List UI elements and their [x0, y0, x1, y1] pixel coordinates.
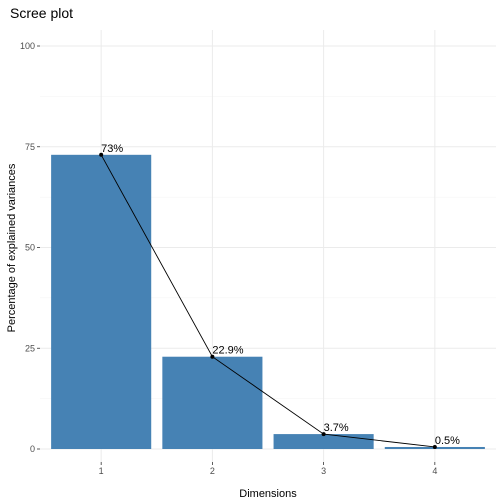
bar [273, 434, 374, 449]
point [321, 432, 326, 437]
bar [51, 154, 152, 449]
y-tick-label: 100 [20, 41, 35, 51]
x-tick-label: 1 [99, 466, 104, 476]
y-tick-label: 75 [25, 142, 35, 152]
data-labels: 73% 22.9% 3.7% 0.5% [101, 143, 460, 447]
chart-title: Scree plot [10, 5, 73, 21]
data-label: 3.7% [324, 422, 349, 434]
trend-line [99, 152, 437, 449]
data-label: 0.5% [435, 435, 460, 447]
x-tick-label: 3 [321, 466, 326, 476]
axes: 0 25 50 75 100 1 2 3 4 [20, 41, 437, 476]
y-tick-label: 0 [30, 444, 35, 454]
point [210, 354, 215, 359]
point [99, 152, 104, 157]
y-tick-label: 50 [25, 243, 35, 253]
trend-line-path [100, 154, 435, 448]
bar [162, 356, 263, 449]
y-tick-label: 25 [25, 343, 35, 353]
point [432, 444, 437, 449]
x-tick-label: 2 [210, 466, 215, 476]
y-axis-title: Percentage of explained variances [6, 163, 18, 332]
bars [51, 154, 485, 449]
data-label: 22.9% [212, 345, 243, 357]
x-axis-title: Dimensions [239, 488, 297, 500]
x-tick-label: 4 [432, 466, 437, 476]
data-label: 73% [101, 143, 123, 155]
